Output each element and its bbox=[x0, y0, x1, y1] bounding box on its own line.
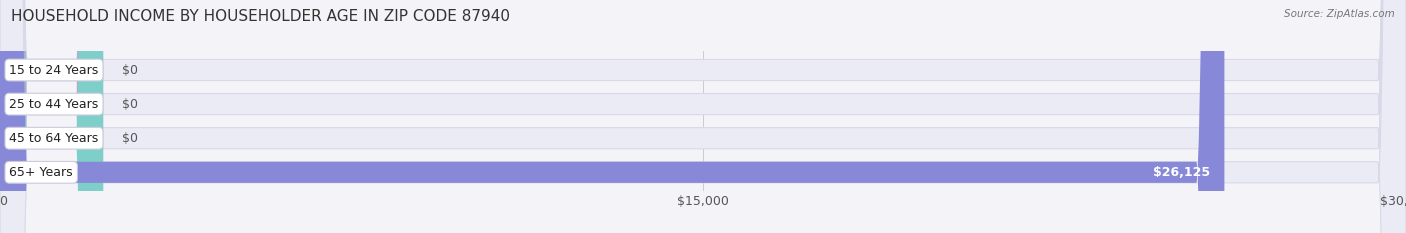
Text: $26,125: $26,125 bbox=[1153, 166, 1211, 179]
Text: HOUSEHOLD INCOME BY HOUSEHOLDER AGE IN ZIP CODE 87940: HOUSEHOLD INCOME BY HOUSEHOLDER AGE IN Z… bbox=[11, 9, 510, 24]
Text: $0: $0 bbox=[122, 132, 138, 145]
FancyBboxPatch shape bbox=[0, 0, 103, 233]
Text: $0: $0 bbox=[122, 64, 138, 76]
FancyBboxPatch shape bbox=[0, 0, 103, 233]
Text: 65+ Years: 65+ Years bbox=[10, 166, 73, 179]
Text: Source: ZipAtlas.com: Source: ZipAtlas.com bbox=[1284, 9, 1395, 19]
Text: $0: $0 bbox=[122, 98, 138, 111]
FancyBboxPatch shape bbox=[0, 0, 1225, 233]
Text: 45 to 64 Years: 45 to 64 Years bbox=[10, 132, 98, 145]
Text: 15 to 24 Years: 15 to 24 Years bbox=[10, 64, 98, 76]
Text: 25 to 44 Years: 25 to 44 Years bbox=[10, 98, 98, 111]
FancyBboxPatch shape bbox=[0, 0, 103, 233]
